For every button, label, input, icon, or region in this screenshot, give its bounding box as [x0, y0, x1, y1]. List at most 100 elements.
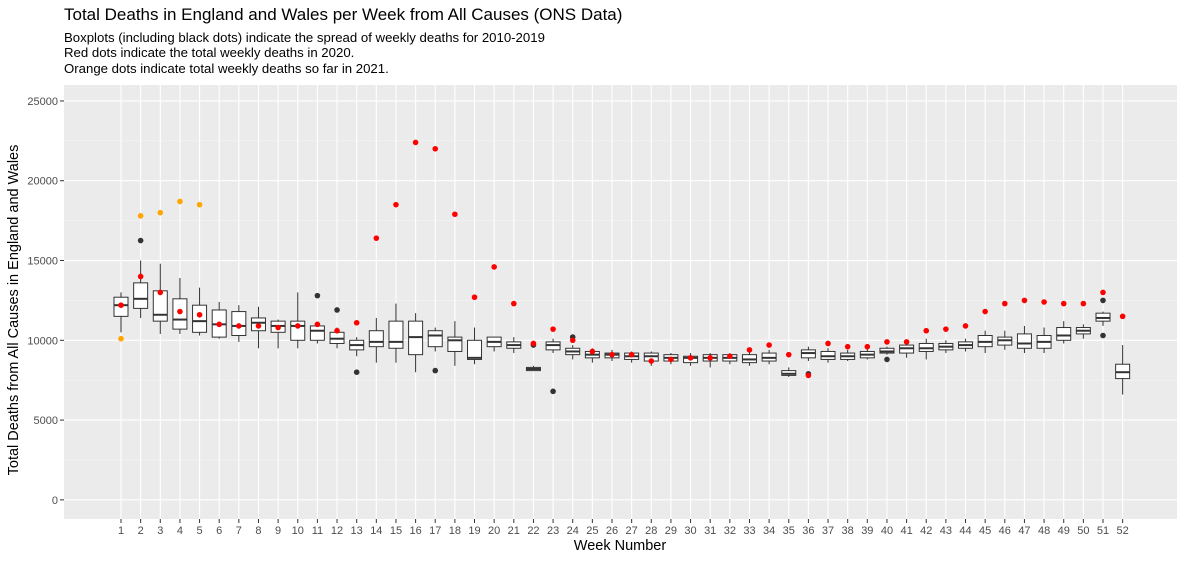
x-tick-label: 35	[783, 525, 795, 537]
x-tick-label: 28	[645, 525, 657, 537]
point-2020	[1119, 313, 1126, 320]
outlier-point	[353, 369, 360, 376]
x-tick-label: 14	[370, 525, 382, 537]
point-2020	[255, 323, 262, 329]
point-2020	[157, 289, 164, 296]
y-tick-label: 20000	[27, 176, 58, 188]
x-tick-label: 10	[292, 525, 304, 537]
point-2020	[962, 323, 969, 329]
box-iqr	[192, 304, 208, 333]
x-tick-label: 25	[586, 525, 598, 537]
x-tick-label: 16	[409, 525, 421, 537]
chart-subtitle-line-2: Red dots indicate the total weekly death…	[64, 45, 355, 60]
x-tick-label: 38	[842, 525, 854, 537]
x-tick-label: 52	[1117, 525, 1129, 537]
point-2020	[668, 356, 674, 363]
x-tick-label: 22	[527, 525, 539, 537]
x-axis-label: Week Number	[573, 538, 667, 554]
x-axis: 1 2 3 4 5 6 7 8 9 10 11 12 13 14 15 16 17 18 19 20 21 22 23 24 2…	[118, 519, 1129, 537]
chart-subtitle-line-3: Orange dots indicate total weekly deaths…	[64, 61, 389, 76]
point-2020	[196, 311, 203, 318]
point-2020	[864, 343, 871, 350]
point-2020	[236, 323, 242, 329]
box-iqr	[1056, 327, 1072, 341]
x-tick-label: 1	[118, 525, 124, 537]
box-iqr	[152, 290, 168, 322]
point-2021	[196, 201, 203, 208]
boxplots	[113, 260, 1131, 395]
x-tick-label: 33	[743, 525, 755, 537]
outlier-point	[550, 388, 556, 395]
x-tick-label: 12	[331, 525, 343, 537]
x-tick-label: 6	[216, 525, 222, 537]
outlier-point	[137, 237, 144, 244]
y-tick-label: 15000	[27, 256, 58, 268]
point-2020	[648, 358, 655, 364]
x-tick-label: 17	[429, 525, 441, 537]
point-2021	[157, 209, 164, 216]
point-2020	[177, 308, 183, 315]
x-tick-label: 44	[959, 525, 971, 537]
box-iqr	[427, 330, 443, 348]
x-tick-label: 36	[802, 525, 814, 537]
point-2020	[884, 339, 890, 345]
point-2020	[491, 264, 497, 270]
box-iqr	[368, 330, 384, 348]
x-tick-label: 49	[1058, 525, 1070, 537]
major-gridlines	[64, 85, 1177, 519]
x-tick-label: 9	[275, 525, 281, 537]
point-2020	[943, 326, 949, 332]
x-tick-label: 34	[763, 525, 775, 537]
x-tick-label: 31	[704, 525, 716, 537]
y-tick-label: 10000	[27, 335, 58, 347]
x-tick-label: 15	[390, 525, 402, 537]
y-axis: 0 5000 10000 15000 20000 25000	[27, 96, 64, 507]
point-2020	[1080, 300, 1087, 307]
point-2020	[511, 300, 517, 307]
point-2020	[766, 342, 772, 348]
x-tick-label: 30	[684, 525, 696, 537]
point-2020	[1060, 300, 1067, 307]
point-2020	[1002, 300, 1008, 307]
point-2020	[412, 139, 419, 146]
box-iqr	[388, 320, 404, 349]
x-tick-label: 5	[196, 525, 202, 537]
x-tick-label: 24	[567, 525, 579, 537]
outlier-point	[334, 307, 340, 313]
point-2021	[177, 198, 183, 205]
point-2020	[530, 340, 537, 347]
point-2020	[393, 201, 399, 208]
point-2020	[569, 337, 576, 344]
x-tick-label: 4	[177, 525, 183, 537]
x-tick-label: 46	[999, 525, 1011, 537]
point-2021	[118, 335, 124, 342]
data-points	[118, 139, 1126, 395]
x-tick-label: 51	[1097, 525, 1109, 537]
chart-subtitle-line-1: Boxplots (including black dots) indicate…	[64, 30, 545, 45]
y-axis-label: Total Deaths from All Causes in England …	[6, 144, 22, 476]
x-tick-label: 29	[665, 525, 677, 537]
x-tick-label: 43	[940, 525, 952, 537]
point-2020	[805, 372, 812, 379]
point-2020	[275, 324, 281, 331]
x-tick-label: 8	[255, 525, 261, 537]
outlier-point	[432, 367, 439, 374]
outlier-point	[884, 356, 890, 363]
x-tick-label: 7	[236, 525, 242, 537]
point-2020	[1021, 297, 1028, 304]
x-tick-label: 27	[626, 525, 638, 537]
outlier-point	[1100, 297, 1106, 304]
point-2020	[137, 273, 144, 280]
point-2020	[1100, 289, 1106, 296]
point-2020	[353, 319, 360, 326]
x-tick-label: 20	[488, 525, 500, 537]
point-2020	[825, 340, 831, 347]
point-2020	[471, 294, 478, 301]
y-tick-label: 0	[52, 495, 58, 507]
x-tick-label: 18	[449, 525, 461, 537]
x-tick-label: 21	[508, 525, 520, 537]
box-iqr	[133, 282, 149, 309]
point-2020	[687, 355, 694, 361]
x-tick-label: 19	[468, 525, 480, 537]
